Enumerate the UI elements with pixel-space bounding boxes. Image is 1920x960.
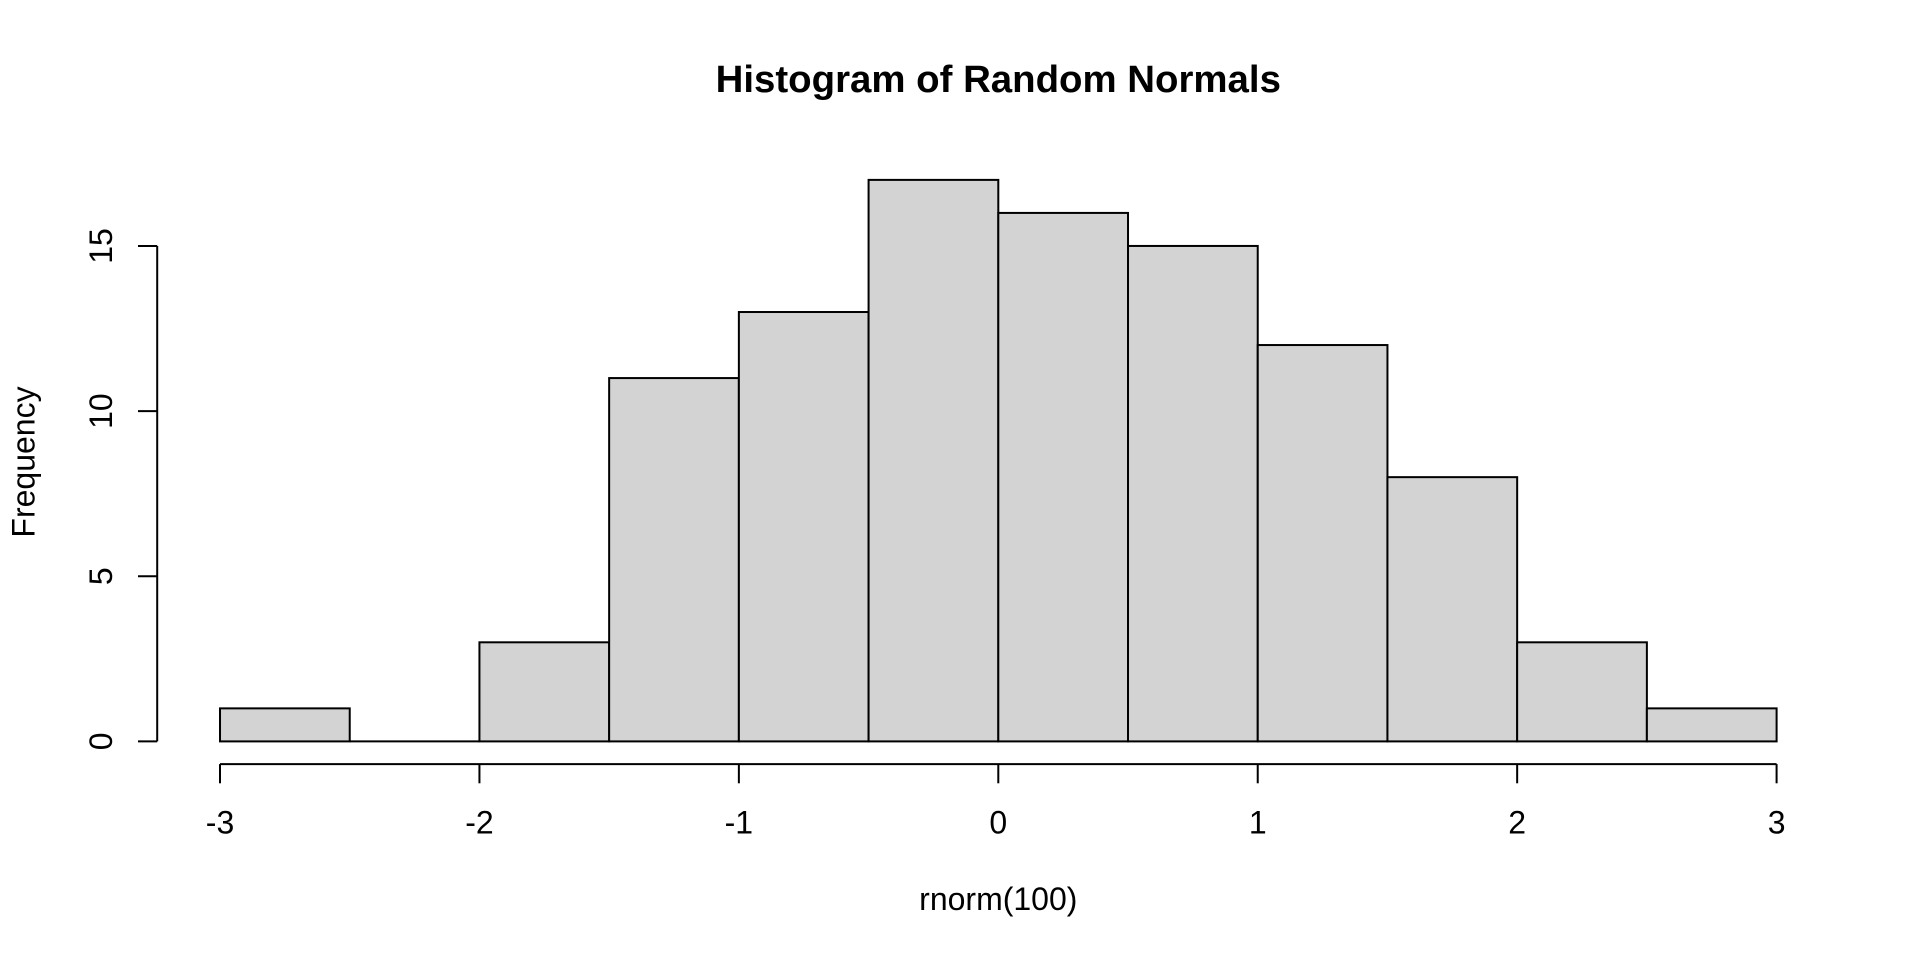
svg-text:0: 0 bbox=[83, 733, 119, 751]
svg-text:-3: -3 bbox=[206, 805, 234, 841]
svg-text:-1: -1 bbox=[725, 805, 753, 841]
svg-text:rnorm(100): rnorm(100) bbox=[919, 881, 1077, 917]
svg-text:3: 3 bbox=[1768, 805, 1786, 841]
svg-text:2: 2 bbox=[1508, 805, 1526, 841]
svg-text:1: 1 bbox=[1249, 805, 1267, 841]
svg-text:15: 15 bbox=[83, 228, 119, 264]
svg-text:Frequency: Frequency bbox=[5, 386, 41, 537]
svg-text:5: 5 bbox=[83, 567, 119, 585]
svg-text:0: 0 bbox=[989, 805, 1007, 841]
svg-text:Histogram of Random Normals: Histogram of Random Normals bbox=[716, 58, 1281, 101]
svg-text:-2: -2 bbox=[465, 805, 493, 841]
svg-text:10: 10 bbox=[83, 393, 119, 429]
